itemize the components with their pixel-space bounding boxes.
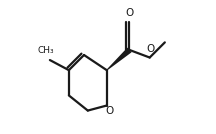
Text: O: O [105, 106, 113, 116]
Text: CH₃: CH₃ [38, 46, 54, 55]
Polygon shape [106, 48, 132, 70]
Text: O: O [125, 8, 133, 18]
Text: O: O [147, 44, 155, 54]
